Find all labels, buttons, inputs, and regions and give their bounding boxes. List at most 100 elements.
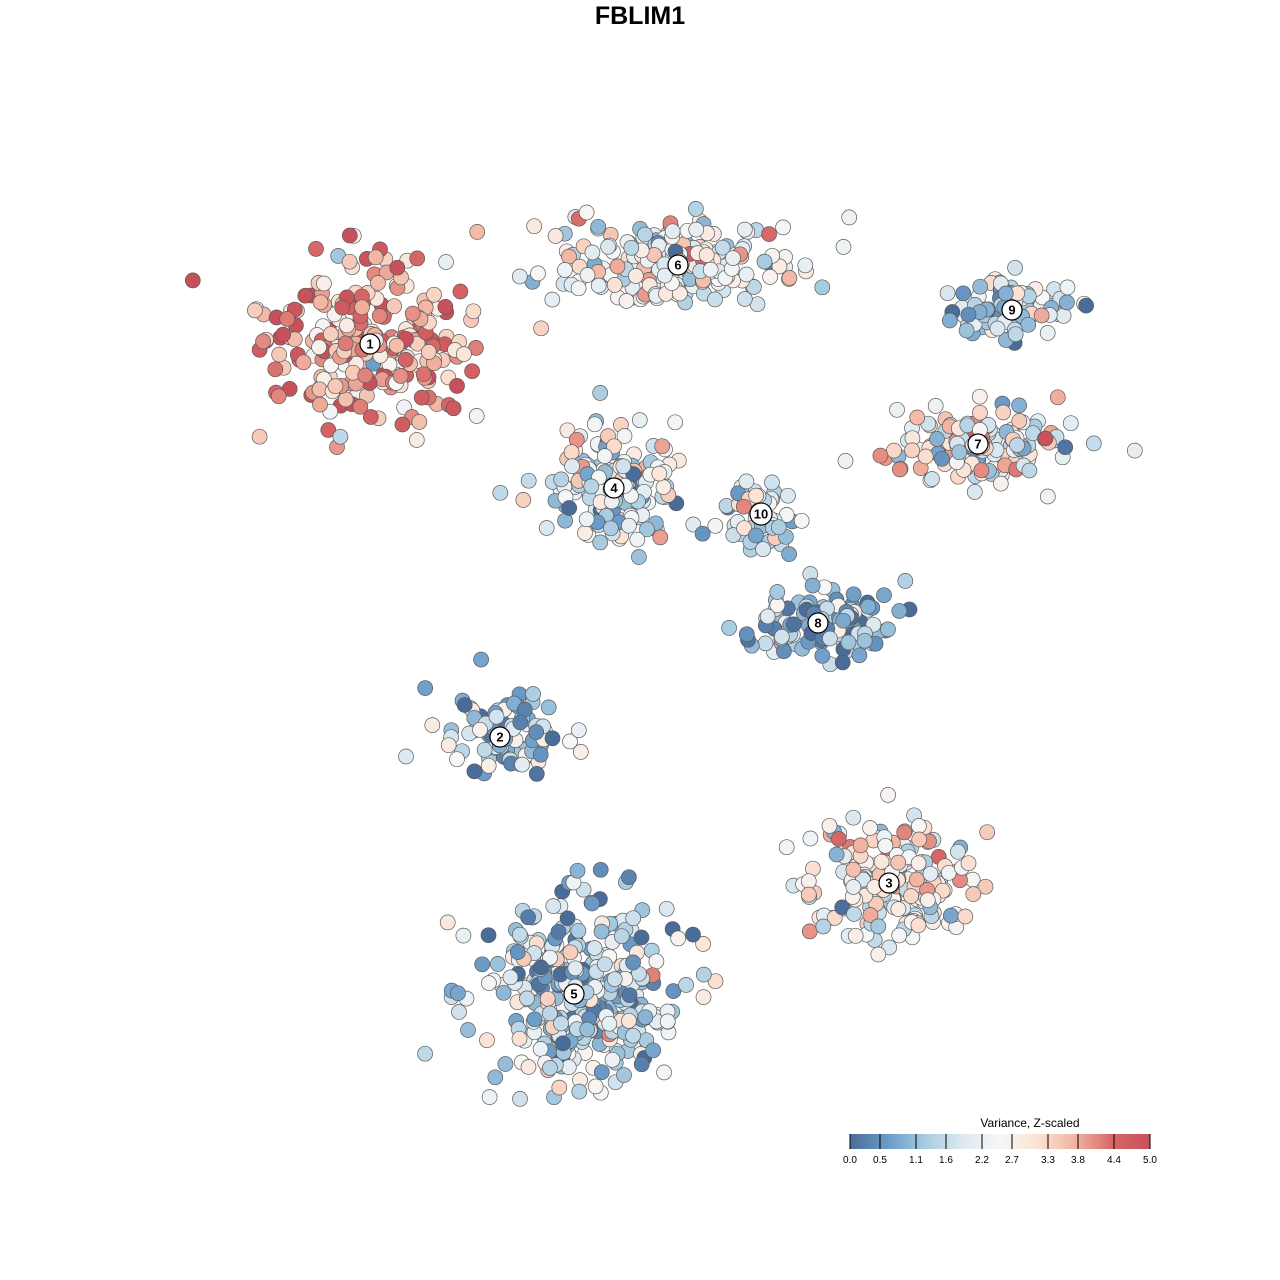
data-point	[579, 267, 596, 283]
data-point	[860, 598, 877, 615]
data-point	[392, 368, 409, 384]
data-point	[755, 541, 771, 558]
data-point	[1011, 413, 1028, 429]
data-point	[456, 697, 473, 713]
data-point	[656, 1064, 672, 1081]
data-point	[520, 909, 536, 926]
data-point	[769, 584, 786, 600]
data-point	[339, 317, 355, 334]
data-point	[1007, 259, 1023, 276]
cluster-label-6: 6	[667, 254, 689, 276]
data-point	[979, 824, 996, 841]
cluster-labels: 1 2 3 4 5 6 7 8 9 10	[359, 254, 1023, 1005]
data-point	[639, 521, 655, 538]
data-point	[337, 335, 354, 352]
data-point	[583, 478, 600, 495]
data-point	[631, 549, 647, 565]
data-point	[943, 907, 959, 924]
data-point	[804, 577, 821, 594]
data-point	[562, 733, 578, 750]
data-point	[633, 929, 650, 946]
data-point	[648, 953, 665, 970]
data-point	[596, 448, 613, 464]
data-point	[707, 291, 723, 308]
cluster-label-3: 3	[878, 872, 900, 894]
data-point	[800, 873, 817, 890]
data-point	[528, 766, 545, 782]
data-point	[891, 927, 908, 944]
data-point	[415, 366, 432, 383]
data-point	[960, 306, 977, 323]
legend-tick-label: 2.2	[975, 1155, 989, 1166]
data-point	[362, 409, 379, 425]
data-point	[738, 473, 755, 490]
data-point	[966, 484, 983, 500]
data-point	[479, 1032, 495, 1049]
data-point	[600, 238, 616, 255]
data-point	[1085, 435, 1102, 452]
data-point	[386, 298, 402, 315]
data-point	[997, 285, 1014, 302]
data-point	[184, 272, 201, 289]
data-point	[586, 416, 603, 433]
data-point	[762, 269, 778, 285]
data-point	[852, 837, 869, 854]
data-point	[955, 285, 972, 302]
data-point	[770, 519, 787, 536]
data-point	[845, 879, 862, 895]
data-point	[420, 344, 437, 360]
data-point	[606, 971, 623, 987]
data-point	[553, 471, 570, 488]
svg-text:6: 6	[674, 258, 681, 273]
data-point	[530, 265, 546, 282]
legend-tick-label: 3.8	[1071, 1155, 1085, 1166]
data-point	[388, 337, 405, 354]
data-point	[567, 960, 584, 977]
data-point	[586, 940, 603, 956]
data-point	[822, 630, 838, 647]
data-point	[670, 930, 687, 947]
data-point	[593, 1064, 610, 1081]
data-point	[579, 1021, 596, 1038]
data-point	[1039, 325, 1056, 341]
data-point	[562, 944, 579, 961]
data-point	[514, 756, 530, 773]
data-point	[557, 262, 573, 278]
data-point	[297, 287, 314, 304]
data-point	[841, 209, 858, 226]
svg-text:4: 4	[610, 481, 618, 496]
data-point	[542, 1005, 558, 1022]
data-point	[941, 312, 958, 329]
data-point	[815, 918, 832, 935]
data-point	[312, 294, 329, 311]
data-point	[1049, 389, 1066, 406]
data-point	[972, 404, 988, 421]
data-point	[480, 927, 497, 944]
data-point	[821, 817, 838, 834]
data-point	[876, 587, 892, 604]
data-point	[322, 326, 339, 342]
data-point	[757, 635, 774, 652]
data-point	[584, 895, 600, 912]
data-point	[563, 444, 580, 461]
data-point	[837, 453, 854, 469]
data-point	[736, 221, 753, 238]
data-point	[908, 871, 925, 888]
data-point	[424, 717, 441, 733]
data-point	[927, 398, 944, 414]
data-point	[555, 1035, 571, 1052]
data-point	[851, 647, 868, 664]
data-point	[896, 824, 913, 841]
data-point	[561, 500, 578, 516]
data-point	[270, 388, 287, 405]
data-point	[455, 927, 472, 944]
data-point	[764, 474, 780, 491]
data-point	[738, 266, 755, 283]
data-point	[1078, 297, 1094, 314]
svg-text:9: 9	[1008, 303, 1015, 318]
data-point	[481, 1089, 498, 1105]
data-point	[880, 787, 896, 803]
data-point	[311, 381, 328, 398]
svg-text:3: 3	[885, 876, 892, 891]
data-point	[464, 363, 480, 380]
